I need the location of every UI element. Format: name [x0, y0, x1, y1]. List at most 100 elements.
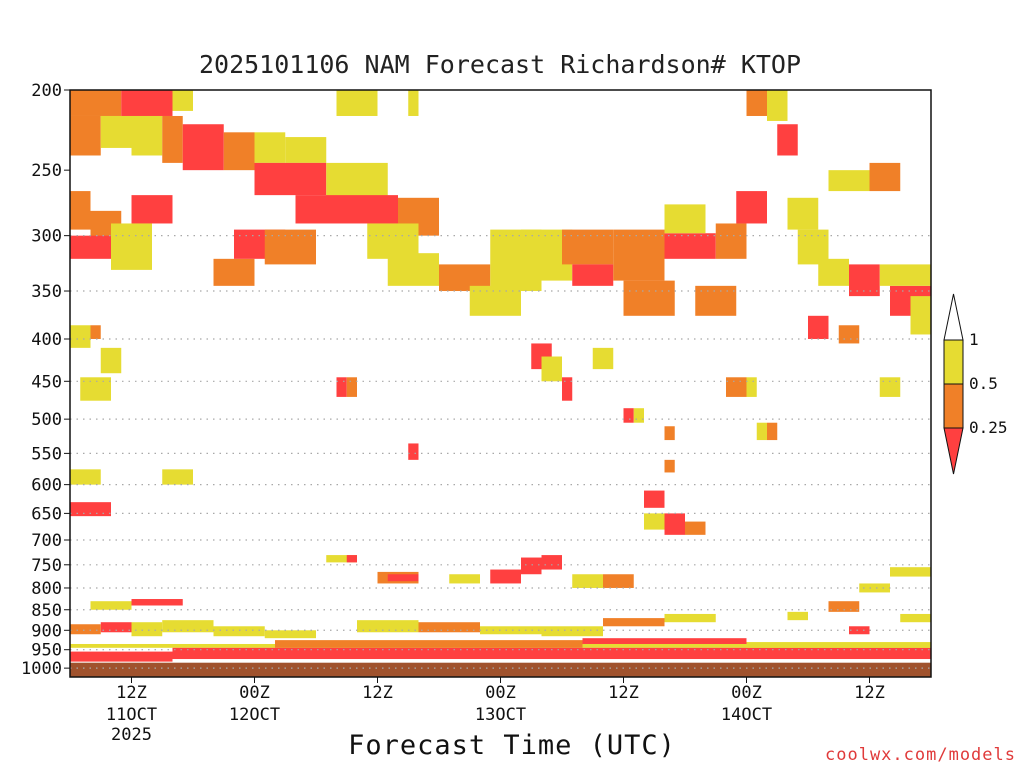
- heatmap-cell: [644, 513, 665, 530]
- y-tick-label: 600: [31, 476, 62, 496]
- heatmap-cell: [295, 195, 398, 224]
- y-tick-label: 650: [31, 504, 62, 524]
- heatmap-cell: [562, 229, 614, 265]
- heatmap-cell: [664, 459, 675, 473]
- heatmap-cell: [131, 599, 183, 606]
- x-tick-label: 12Z: [854, 683, 885, 703]
- x-tick-year: 2025: [111, 725, 152, 745]
- x-tick-label: 00Z: [485, 683, 516, 703]
- heatmap-cell: [592, 347, 614, 370]
- heatmap-cell: [264, 229, 316, 265]
- legend-bin-05-1: [943, 339, 964, 385]
- heatmap-cell: [131, 195, 173, 224]
- heatmap-cell: [264, 630, 316, 639]
- heatmap-cell: [326, 555, 357, 563]
- heatmap-cell: [172, 90, 193, 111]
- heatmap-cell: [346, 555, 357, 563]
- y-tick-label: 250: [31, 161, 62, 181]
- heatmap-cell: [213, 258, 255, 286]
- y-tick-label: 1000: [21, 659, 62, 679]
- heatmap-cell: [838, 325, 860, 344]
- heatmap-cell: [767, 90, 788, 121]
- y-tick-label: 400: [31, 330, 62, 350]
- y-tick-label: 500: [31, 410, 62, 430]
- heatmap-cell: [890, 567, 931, 577]
- y-tick-label: 450: [31, 372, 62, 392]
- heatmap-cell: [818, 258, 849, 286]
- heatmap-cell: [787, 611, 808, 621]
- heatmap-cell: [900, 613, 931, 623]
- ground-layer: [70, 662, 931, 677]
- y-tick-label: 550: [31, 444, 62, 464]
- cells-layer: [70, 90, 931, 662]
- legend-label: 0.5: [969, 374, 998, 393]
- heatmap-cell: [664, 426, 675, 441]
- heatmap-cell: [910, 296, 931, 335]
- heatmap-cell: [603, 618, 665, 627]
- heatmap-cell: [408, 90, 419, 116]
- heatmap-cell: [70, 191, 91, 230]
- heatmap-cell: [777, 124, 798, 156]
- heatmap-cell: [336, 90, 378, 116]
- heatmap-cell: [387, 574, 419, 582]
- heatmap-cell: [736, 191, 767, 224]
- x-tick-label: 00Z: [239, 683, 270, 703]
- credit-link[interactable]: coolwx.com/models: [825, 745, 1016, 765]
- plot-frame: [69, 89, 932, 678]
- heatmap-cell: [849, 626, 870, 635]
- heatmap-cell: [746, 377, 757, 397]
- heatmap-cell: [664, 233, 716, 259]
- heatmap-cell: [633, 408, 644, 423]
- y-tick-label: 900: [31, 621, 62, 641]
- heatmap-cell: [70, 235, 111, 259]
- y-tick-label: 350: [31, 282, 62, 302]
- legend-bin-025-05: [943, 383, 964, 429]
- heatmap-cell: [644, 490, 665, 508]
- heatmap-cell: [808, 315, 829, 339]
- heatmap-cell: [70, 624, 101, 635]
- heatmap-cell: [767, 422, 778, 441]
- heatmap-cell: [408, 443, 419, 460]
- heatmap-cell: [357, 620, 419, 633]
- heatmap-cell: [603, 574, 634, 588]
- heatmap-cell: [541, 626, 603, 637]
- heatmap-cell: [336, 377, 347, 397]
- x-tick-date: 13OCT: [475, 705, 526, 725]
- heatmap-cell: [121, 90, 173, 116]
- x-tick-label: 12Z: [362, 683, 393, 703]
- heatmap-cell: [541, 356, 562, 382]
- heatmap-cell: [70, 651, 173, 662]
- x-tick-date: 11OCT: [106, 705, 157, 725]
- heatmap-cell: [254, 132, 286, 163]
- heatmap-cell: [70, 115, 101, 156]
- colorbar-legend: 1 0.5 0.25: [943, 293, 1008, 475]
- heatmap-cell: [254, 162, 327, 196]
- heatmap-cell: [100, 115, 132, 148]
- heatmap-cell: [685, 521, 706, 535]
- ground-fill: [70, 662, 931, 677]
- heatmap-cell: [326, 162, 388, 198]
- y-tick-label: 750: [31, 556, 62, 576]
- x-tick-label: 12Z: [116, 683, 147, 703]
- y-tick-label: 950: [31, 641, 62, 661]
- heatmap-cell: [797, 229, 829, 265]
- heatmap-cell: [695, 285, 737, 316]
- heatmap-cell: [664, 204, 706, 234]
- heatmap-cell: [223, 132, 255, 171]
- heatmap-cell: [879, 264, 931, 286]
- y-tick-label: 850: [31, 601, 62, 621]
- heatmap-cell: [869, 162, 901, 192]
- legend-bin-high-arrow: [943, 293, 964, 341]
- heatmap-cell: [70, 325, 91, 348]
- heatmap-cell: [469, 285, 521, 316]
- x-tick-date: 12OCT: [229, 705, 280, 725]
- heatmap-cell: [100, 622, 132, 633]
- heatmap-cell: [572, 574, 603, 588]
- heatmap-cell: [715, 223, 747, 259]
- chart-title: 2025101106 NAM Forecast Richardson# KTOP: [198, 50, 802, 79]
- heatmap-cell: [664, 513, 685, 535]
- heatmap-cell: [111, 223, 152, 270]
- heatmap-cell: [623, 408, 634, 423]
- heatmap-cell: [131, 115, 163, 156]
